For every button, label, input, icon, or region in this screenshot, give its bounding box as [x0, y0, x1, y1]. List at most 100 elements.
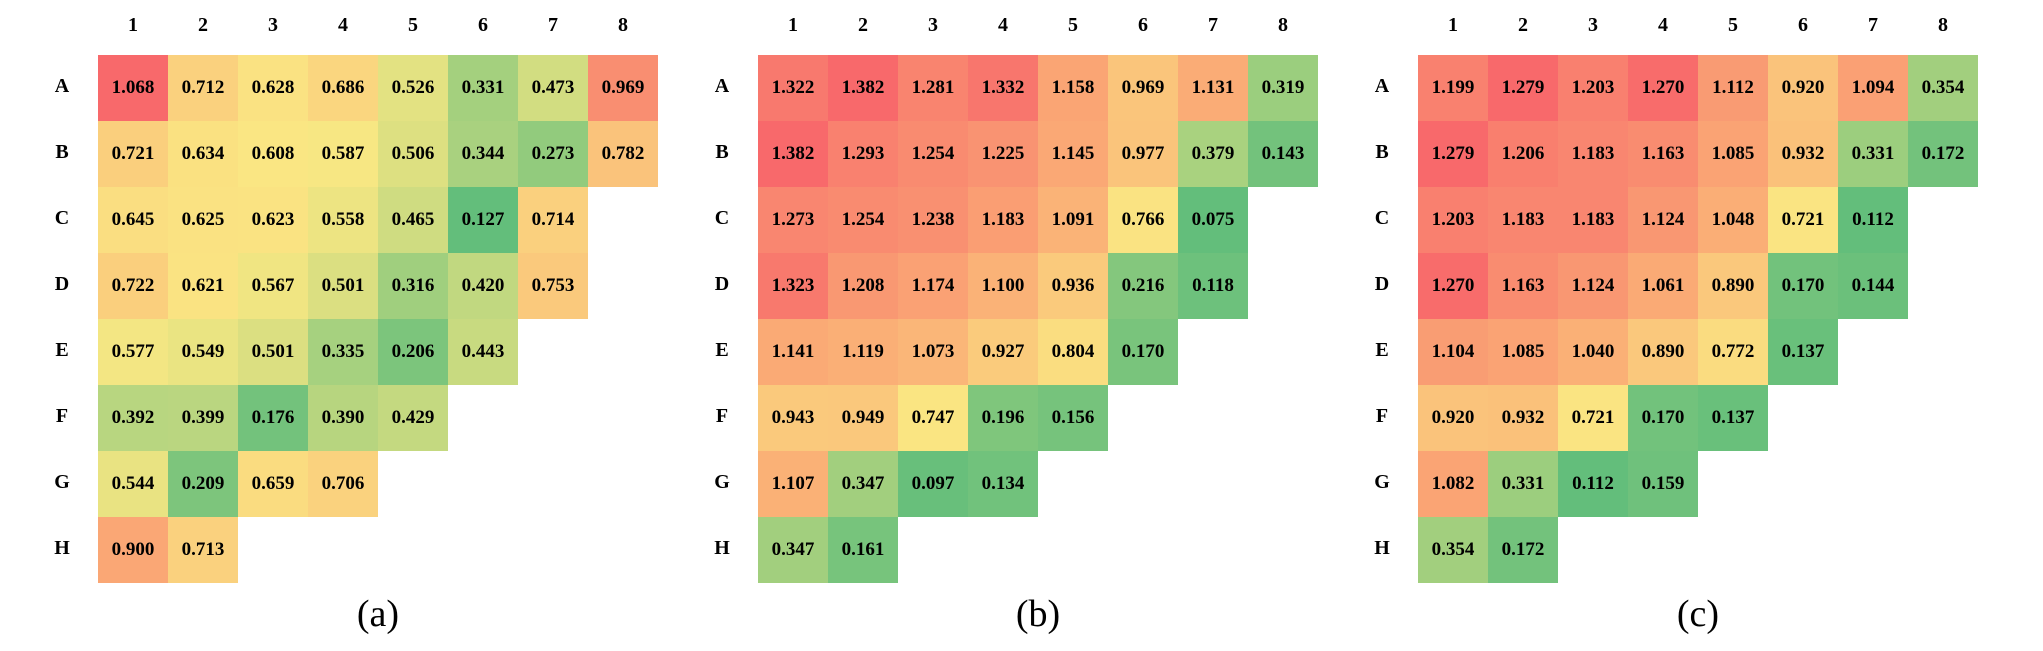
heatmap-cell: 0.134	[968, 451, 1038, 517]
heatmap-cell: 1.163	[1628, 121, 1698, 187]
heatmap-cell: 0.112	[1838, 187, 1908, 253]
heatmap-cell: 0.465	[378, 187, 448, 253]
heatmap-cell: 0.429	[378, 385, 448, 451]
heatmap-cell: 1.208	[828, 253, 898, 319]
heatmap-cell: 0.172	[1488, 517, 1558, 583]
heatmap-cell: 0.420	[448, 253, 518, 319]
row-label: C	[714, 207, 730, 229]
heatmap-cell: 0.501	[238, 319, 308, 385]
column-label: 8	[618, 14, 628, 36]
heatmap-cell: 0.399	[168, 385, 238, 451]
heatmap-cell: 1.203	[1418, 187, 1488, 253]
heatmap-cell: 0.209	[168, 451, 238, 517]
heatmap-cell: 0.623	[238, 187, 308, 253]
heatmap-cell: 0.443	[448, 319, 518, 385]
heatmap-cell: 0.118	[1178, 253, 1248, 319]
row-label: C	[54, 207, 70, 229]
heatmap-cell: 0.766	[1108, 187, 1178, 253]
column-label: 1	[1448, 14, 1458, 36]
heatmap-cell: 0.721	[1768, 187, 1838, 253]
heatmap-cell: 1.279	[1488, 55, 1558, 121]
heatmap-cell: 1.119	[828, 319, 898, 385]
heatmap-cell: 0.344	[448, 121, 518, 187]
heatmap-cell: 1.145	[1038, 121, 1108, 187]
heatmap-cell: 0.206	[378, 319, 448, 385]
heatmap-cell: 1.107	[758, 451, 828, 517]
panel-caption: (c)	[1676, 593, 1720, 635]
heatmap-cell: 1.048	[1698, 187, 1768, 253]
heatmap-cell: 0.354	[1908, 55, 1978, 121]
heatmap-cell: 0.075	[1178, 187, 1248, 253]
row-label: F	[1375, 405, 1389, 427]
heatmap-cell: 1.199	[1418, 55, 1488, 121]
column-label: 7	[548, 14, 558, 36]
heatmap-cell: 1.323	[758, 253, 828, 319]
heatmap-cell: 0.347	[758, 517, 828, 583]
heatmap-panel: 1 2 3 4 5 6 7 8 A 1.322 1.382 1.281 1.332 1.158 0.969 1…	[660, 0, 1341, 651]
heatmap-cell: 0.753	[518, 253, 588, 319]
heatmap-cell: 1.183	[1558, 121, 1628, 187]
heatmap-cell: 1.085	[1698, 121, 1768, 187]
column-label: 4	[338, 14, 348, 36]
heatmap-cell: 0.969	[588, 55, 658, 121]
heatmap-cell: 0.176	[238, 385, 308, 451]
row-label: F	[55, 405, 69, 427]
row-label: D	[54, 273, 70, 295]
heatmap-cell: 0.473	[518, 55, 588, 121]
heatmap-cell: 1.279	[1418, 121, 1488, 187]
heatmap-cell: 1.203	[1558, 55, 1628, 121]
heatmap-cell: 0.932	[1488, 385, 1558, 451]
heatmap-cell: 0.319	[1248, 55, 1318, 121]
row-label: A	[1374, 75, 1390, 97]
row-label: B	[715, 141, 729, 163]
heatmap-cell: 0.143	[1248, 121, 1318, 187]
heatmap-cell: 1.322	[758, 55, 828, 121]
heatmap-cell: 0.949	[828, 385, 898, 451]
row-label: F	[715, 405, 729, 427]
heatmap-cell: 1.082	[1418, 451, 1488, 517]
heatmap-cell: 0.567	[238, 253, 308, 319]
row-label: D	[714, 273, 730, 295]
heatmap-cell: 0.634	[168, 121, 238, 187]
heatmap-cell: 0.144	[1838, 253, 1908, 319]
heatmap-cell: 0.137	[1698, 385, 1768, 451]
heatmap-cell: 0.920	[1418, 385, 1488, 451]
row-label: D	[1374, 273, 1390, 295]
heatmap-cell: 0.216	[1108, 253, 1178, 319]
column-label: 8	[1278, 14, 1288, 36]
heatmap-cell: 0.659	[238, 451, 308, 517]
heatmap-cell: 1.183	[1488, 187, 1558, 253]
row-label: A	[54, 75, 70, 97]
heatmap-cell: 1.293	[828, 121, 898, 187]
row-label: E	[1375, 339, 1389, 361]
heatmap-cell: 1.273	[758, 187, 828, 253]
heatmap-cell: 1.382	[828, 55, 898, 121]
heatmap-cell: 1.225	[968, 121, 1038, 187]
heatmap-cell: 0.558	[308, 187, 378, 253]
row-label: G	[714, 471, 730, 493]
heatmap-cell: 1.073	[898, 319, 968, 385]
heatmap-cell: 0.577	[98, 319, 168, 385]
heatmap-cell: 0.608	[238, 121, 308, 187]
heatmap-cell: 0.161	[828, 517, 898, 583]
heatmap-cell: 1.206	[1488, 121, 1558, 187]
column-label: 4	[1658, 14, 1668, 36]
column-label: 3	[928, 14, 938, 36]
heatmap-cell: 1.124	[1558, 253, 1628, 319]
heatmap-cell: 1.158	[1038, 55, 1108, 121]
heatmap-cell: 0.112	[1558, 451, 1628, 517]
panel-caption: (b)	[1015, 593, 1061, 635]
heatmap-cell: 1.332	[968, 55, 1038, 121]
heatmap-cell: 0.137	[1768, 319, 1838, 385]
column-label: 6	[1138, 14, 1148, 36]
heatmap-cell: 0.686	[308, 55, 378, 121]
heatmap-cell: 0.544	[98, 451, 168, 517]
heatmap-cell: 1.270	[1628, 55, 1698, 121]
heatmap-cell: 1.131	[1178, 55, 1248, 121]
column-label: 1	[788, 14, 798, 36]
heatmap-cell: 0.625	[168, 187, 238, 253]
heatmap-cell: 0.506	[378, 121, 448, 187]
heatmap-cell: 1.183	[1558, 187, 1628, 253]
heatmap-cell: 0.714	[518, 187, 588, 253]
heatmap-cell: 0.747	[898, 385, 968, 451]
